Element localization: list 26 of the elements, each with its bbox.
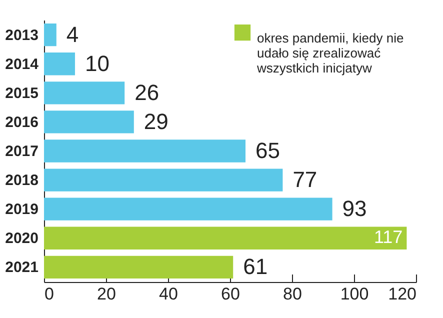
data-label: 65 [256, 138, 280, 163]
data-label: 93 [342, 196, 367, 222]
y-tick-label: 2015 [5, 84, 38, 102]
y-tick-label: 2019 [5, 201, 38, 218]
y-tick-label: 2021 [5, 259, 38, 276]
data-label: 117 [374, 227, 403, 248]
y-tick-label: 2018 [5, 172, 38, 190]
legend-label: okres pandemii, kiedy nie udało się zrealizować wszystkich inicjatyw [256, 30, 404, 76]
x-tick-label: 80 [283, 284, 302, 304]
y-tick-label: 2020 [5, 230, 38, 248]
y-tick-label: 2016 [5, 114, 38, 131]
x-tick-label: 20 [97, 284, 116, 304]
data-label: 77 [292, 167, 318, 192]
data-label: 26 [134, 80, 160, 105]
data-label: 29 [144, 108, 168, 134]
y-tick-label: 2013 [5, 26, 38, 44]
x-tick-label: 60 [221, 284, 240, 304]
x-tick-label: 100 [340, 284, 369, 304]
x-tick-label: 120 [388, 284, 416, 304]
y-tick-label: 2014 [5, 56, 40, 73]
x-tick-label: 0 [44, 284, 54, 304]
data-label: 10 [85, 50, 110, 76]
x-tick-label: 40 [159, 284, 178, 304]
data-label: 61 [243, 254, 268, 280]
data-label: 4 [66, 22, 79, 47]
y-tick-label: 2017 [5, 143, 38, 160]
